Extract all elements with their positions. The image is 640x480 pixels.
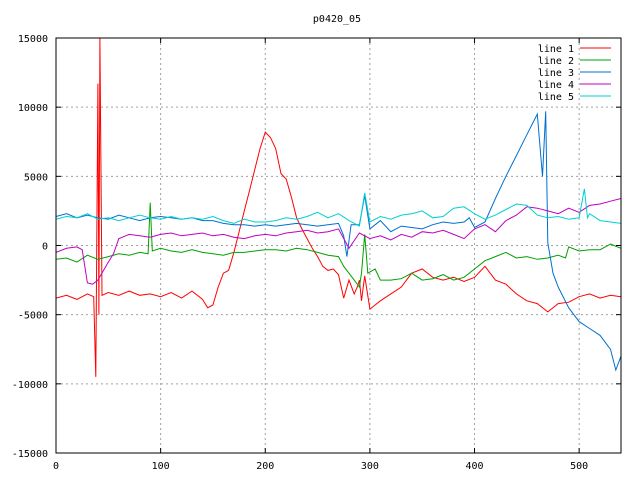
axes: 0 100 200 300 400 500 -15000 -10000 -5000 0 5000 10… (12, 34, 621, 472)
y-tick-label: 15000 (18, 34, 48, 45)
y-tick-label: 10000 (18, 103, 48, 114)
series-line-1 (56, 38, 621, 377)
legend-label-3: line 3 (538, 68, 574, 79)
x-tick-label: 100 (152, 461, 170, 472)
series-line-4 (56, 198, 621, 285)
y-tick-label: -10000 (12, 380, 48, 391)
y-tick-label: 5000 (24, 172, 48, 183)
series-layer (56, 38, 621, 377)
x-tick-label: 200 (256, 461, 274, 472)
legend-label-4: line 4 (538, 80, 574, 91)
chart-title: p0420_05 (313, 14, 361, 25)
x-tick-label: 0 (53, 461, 59, 472)
series-line-5 (56, 188, 621, 227)
y-tick-label: 0 (42, 242, 48, 253)
legend-label-1: line 1 (538, 44, 574, 55)
series-line-3 (56, 111, 621, 372)
grid (56, 38, 621, 453)
x-tick-label: 300 (361, 461, 379, 472)
y-tick-label: -15000 (12, 449, 48, 460)
x-tick-label: 500 (570, 461, 588, 472)
series-line-2 (56, 202, 621, 289)
legend-label-5: line 5 (538, 92, 574, 103)
legend-label-2: line 2 (538, 56, 574, 67)
y-tick-label: -5000 (18, 311, 48, 322)
x-tick-label: 400 (465, 461, 483, 472)
